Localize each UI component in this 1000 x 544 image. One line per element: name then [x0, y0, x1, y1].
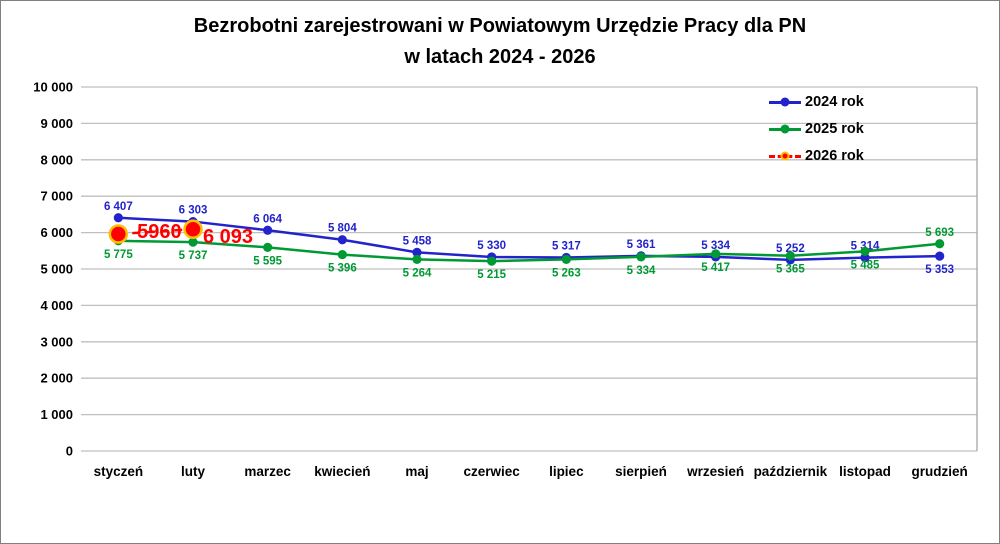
chart-title: Bezrobotni zarejestrowani w Powiatowym U…: [1, 11, 999, 73]
legend-label: 2025 rok: [805, 120, 864, 137]
data-point-2025-rok-maj[interactable]: [412, 254, 422, 264]
legend-item-2026-rok[interactable]: 2026 rok: [769, 142, 864, 169]
data-point-2024-rok-styczeń[interactable]: [113, 213, 123, 223]
data-point-2025-rok-sierpień[interactable]: [636, 252, 646, 262]
x-axis-category-label: luty: [181, 464, 205, 479]
legend-item-2024-rok[interactable]: 2024 rok: [769, 88, 864, 115]
x-axis-category-label: listopad: [839, 464, 891, 479]
data-label-2025-rok: 5 775: [104, 249, 133, 261]
x-axis-category-label: październik: [754, 464, 828, 479]
legend-marker-icon: [769, 95, 801, 109]
data-label-2025-rok: 5 264: [403, 267, 432, 279]
y-axis-tick-label: 3 000: [40, 334, 73, 349]
data-point-2025-rok-październik[interactable]: [785, 251, 795, 261]
legend-marker-icon: [769, 122, 801, 136]
data-label-2025-rok: 5 595: [253, 255, 282, 267]
data-point-2024-rok-maj[interactable]: [412, 247, 422, 257]
data-label-2025-rok: 5 693: [925, 227, 954, 239]
y-axis-tick-label: 0: [66, 444, 73, 459]
data-label-2024-rok: 5 317: [552, 240, 581, 252]
chart-title-line-1: Bezrobotni zarejestrowani w Powiatowym U…: [193, 15, 807, 37]
data-label-2024-rok: 5 330: [477, 240, 506, 252]
data-label-2025-rok: 5 417: [701, 262, 730, 274]
chart-title-line-2: w latach 2024 - 2026: [404, 46, 596, 68]
series-line-2024-rok[interactable]: [118, 216, 940, 262]
data-point-2025-rok-grudzień[interactable]: [935, 239, 945, 249]
data-point-2024-rok-grudzień[interactable]: [935, 251, 945, 261]
data-label-2025-rok: 5 365: [776, 264, 805, 276]
x-axis-category-label: sierpień: [615, 464, 667, 479]
legend-label: 2024 rok: [805, 93, 864, 110]
y-axis-tick-label: 8 000: [40, 152, 73, 167]
data-label-2025-rok: 5 215: [477, 269, 506, 281]
data-label-2024-rok: 5 353: [925, 264, 954, 276]
data-label-2025-rok: 5 263: [552, 267, 581, 279]
y-axis-tick-label: 1 000: [40, 407, 73, 422]
data-label-2026-rok: 5960: [137, 221, 182, 243]
data-point-2025-rok-wrzesień[interactable]: [711, 249, 721, 259]
data-label-2025-rok: 5 396: [328, 263, 357, 275]
x-axis-category-label: marzec: [244, 464, 291, 479]
legend-marker-icon: [769, 149, 801, 163]
legend-label: 2026 rok: [805, 147, 864, 164]
data-label-2024-rok: 5 458: [403, 235, 432, 247]
data-point-2025-rok-listopad[interactable]: [860, 246, 870, 256]
x-axis-category-label: maj: [405, 464, 428, 479]
data-label-2024-rok: 6 303: [179, 205, 208, 217]
x-axis-category-label: styczeń: [94, 464, 144, 479]
data-label-2024-rok: 6 407: [104, 201, 133, 213]
data-label-2024-rok: 5 334: [701, 240, 730, 252]
data-label-2025-rok: 5 334: [627, 265, 656, 277]
data-point-2025-rok-czerwiec[interactable]: [487, 256, 497, 266]
x-axis-category-label: lipiec: [549, 464, 584, 479]
y-axis-tick-label: 2 000: [40, 371, 73, 386]
data-point-2025-rok-kwiecień[interactable]: [337, 249, 347, 260]
data-point-2025-rok-marzec[interactable]: [263, 242, 273, 252]
legend: 2024 rok 2025 rok 2026 rok: [769, 88, 864, 169]
y-axis-tick-label: 10 000: [33, 80, 73, 95]
data-point-2025-rok-lipiec[interactable]: [561, 254, 571, 265]
data-label-2026-rok: 6 093: [203, 226, 253, 248]
series-line-2025-rok[interactable]: [118, 239, 940, 263]
data-label-2025-rok: 5 737: [179, 250, 208, 262]
x-axis-category-label: czerwiec: [464, 464, 521, 479]
y-axis-tick-label: 4 000: [40, 298, 73, 313]
data-label-2025-rok: 5 485: [851, 259, 880, 271]
data-point-2024-rok-marzec[interactable]: [263, 225, 273, 235]
y-axis-tick-label: 7 000: [40, 189, 73, 204]
x-axis-category-label: grudzień: [912, 464, 968, 479]
x-axis-category-label: kwiecień: [314, 464, 370, 479]
legend-item-2025-rok[interactable]: 2025 rok: [769, 115, 864, 142]
x-axis-category-label: wrzesień: [686, 464, 744, 479]
data-label-2024-rok: 6 064: [253, 213, 282, 225]
data-point-2024-rok-kwiecień[interactable]: [337, 235, 347, 245]
y-axis-tick-label: 9 000: [40, 116, 73, 131]
data-label-2024-rok: 5 361: [627, 239, 656, 251]
data-label-2024-rok: 5 804: [328, 223, 357, 235]
series-line-2026-rok[interactable]: [118, 227, 194, 236]
data-point-2025-rok-luty[interactable]: [188, 237, 198, 247]
data-point-2026-rok-luty[interactable]: [183, 219, 203, 239]
y-axis-tick-label: 6 000: [40, 225, 73, 240]
y-axis-tick-label: 5 000: [40, 262, 73, 277]
data-label-2024-rok: 5 252: [776, 243, 805, 255]
data-point-2026-rok-styczeń[interactable]: [108, 224, 129, 244]
